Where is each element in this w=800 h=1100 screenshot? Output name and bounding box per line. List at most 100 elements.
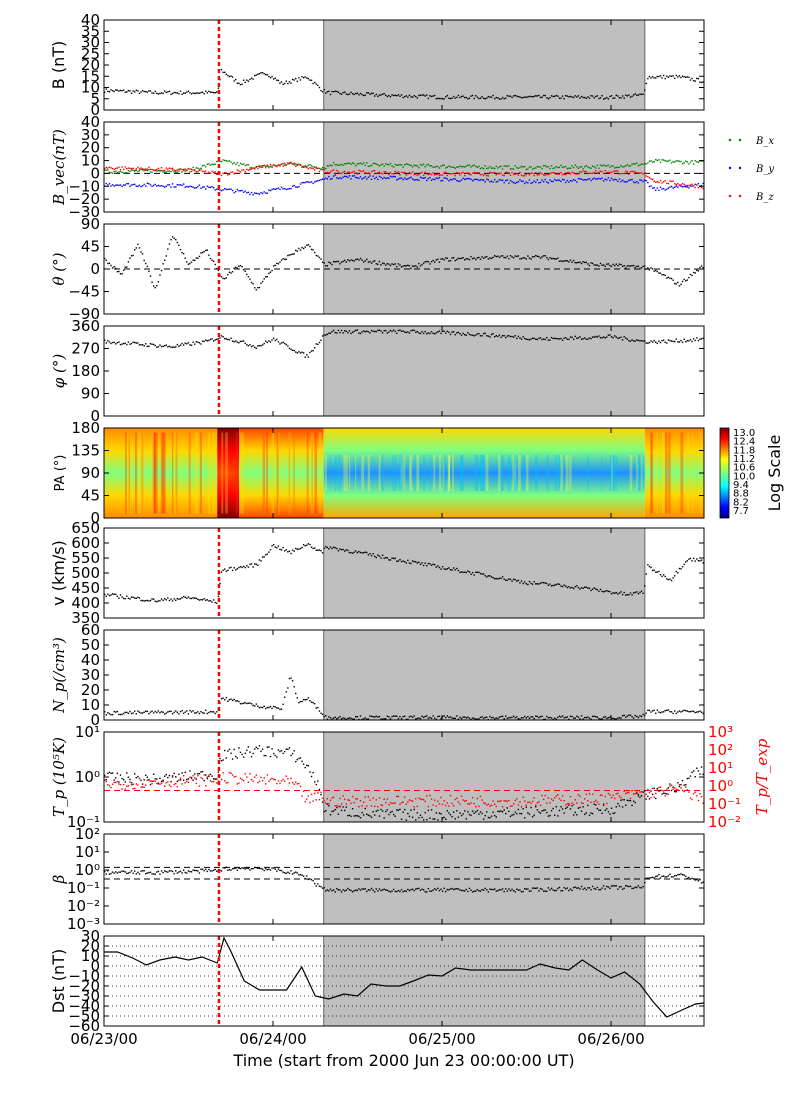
data-point <box>190 168 193 171</box>
right-y-tick-label: 10² <box>708 741 733 759</box>
data-point <box>626 791 629 794</box>
data-point <box>670 579 673 582</box>
data-point <box>385 171 387 173</box>
data-point <box>614 885 616 887</box>
data-point <box>265 340 267 342</box>
data-point <box>198 92 201 95</box>
data-point <box>160 782 163 784</box>
data-point <box>418 94 420 97</box>
data-point <box>473 257 475 259</box>
data-point <box>238 190 240 192</box>
data-point <box>437 97 439 100</box>
data-point <box>111 772 114 774</box>
data-point <box>494 98 496 100</box>
data-point <box>306 180 308 183</box>
data-point <box>618 805 621 807</box>
data-point <box>200 169 202 171</box>
data-point <box>119 713 122 716</box>
data-point <box>501 715 504 718</box>
data-point <box>429 332 431 335</box>
data-point <box>252 867 254 870</box>
data-point <box>282 83 284 86</box>
y-tick-label: −45 <box>68 283 100 301</box>
data-point <box>544 718 546 721</box>
data-point <box>642 592 644 594</box>
data-point <box>280 749 283 752</box>
data-point <box>661 188 663 190</box>
colorbar-tick-label: 11.2 <box>733 454 755 465</box>
data-point <box>146 872 149 874</box>
data-point <box>486 576 488 578</box>
data-point <box>307 244 310 246</box>
data-point <box>689 557 692 560</box>
data-point <box>171 775 174 777</box>
heatmap-streak <box>414 455 417 491</box>
data-point <box>380 94 382 96</box>
data-point <box>399 174 401 176</box>
data-point <box>257 705 259 707</box>
data-point <box>225 338 227 340</box>
data-point <box>200 343 202 345</box>
y-tick-label: −50 <box>68 1007 100 1025</box>
data-point <box>321 168 324 171</box>
data-point <box>206 712 209 715</box>
data-point <box>124 166 126 168</box>
data-point <box>366 718 368 720</box>
data-point <box>192 259 194 261</box>
data-point <box>219 337 221 339</box>
data-point <box>107 90 109 93</box>
data-point <box>509 805 512 807</box>
data-point <box>129 778 131 781</box>
data-point <box>520 812 523 815</box>
data-point <box>279 869 281 872</box>
data-point <box>205 339 207 341</box>
data-point <box>644 265 646 267</box>
y-tick-label: 45 <box>81 238 100 256</box>
data-point <box>539 181 542 184</box>
data-point <box>249 168 251 171</box>
data-point <box>487 179 490 181</box>
data-point <box>547 98 550 100</box>
data-point <box>216 338 218 341</box>
data-point <box>301 165 303 168</box>
data-point <box>539 166 542 168</box>
data-point <box>149 871 152 873</box>
data-point <box>565 181 567 184</box>
data-point <box>129 871 131 874</box>
data-point <box>421 171 423 174</box>
data-point <box>306 798 308 800</box>
data-point <box>329 546 332 548</box>
data-point <box>489 715 491 718</box>
data-point <box>607 792 610 795</box>
data-point <box>449 166 452 168</box>
data-point <box>309 181 311 184</box>
data-point <box>287 345 289 347</box>
data-point <box>648 791 651 794</box>
data-point <box>467 164 469 167</box>
data-point <box>254 776 256 778</box>
data-point <box>607 98 610 100</box>
heatmap-streak <box>277 432 280 514</box>
data-point <box>165 344 167 346</box>
data-point <box>595 170 597 172</box>
data-point <box>479 890 482 892</box>
data-point <box>336 260 338 263</box>
data-point <box>227 174 229 176</box>
data-point <box>334 172 336 175</box>
y-tick-label: 10⁻¹ <box>67 813 100 831</box>
data-point <box>621 166 624 168</box>
data-point <box>372 889 374 891</box>
data-point <box>528 166 531 168</box>
data-point <box>277 164 280 166</box>
data-point <box>181 93 183 96</box>
data-point <box>216 602 218 604</box>
data-point <box>568 804 570 806</box>
data-point <box>225 866 227 869</box>
data-point <box>626 799 629 802</box>
data-point <box>683 185 685 188</box>
data-point <box>427 805 430 808</box>
data-point <box>378 888 381 890</box>
data-point <box>688 187 690 189</box>
data-point <box>138 168 141 170</box>
